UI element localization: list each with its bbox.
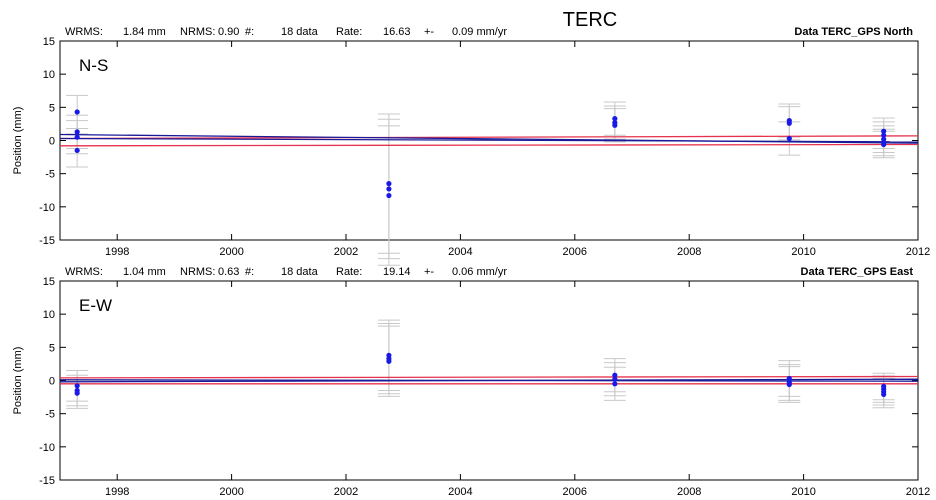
- stats-wrms-value: 1.84 mm: [123, 26, 166, 38]
- stats-wrms-value: 1.04 mm: [123, 266, 166, 278]
- stats-plus-minus: +-: [424, 266, 434, 278]
- x-tick-label: 2006: [563, 246, 587, 258]
- stats-rate-error: 0.09 mm/yr: [452, 26, 507, 38]
- y-tick-label: 0: [49, 136, 55, 148]
- y-tick-label: -10: [39, 202, 55, 214]
- y-tick-label: -5: [45, 169, 55, 181]
- data-point: [786, 120, 792, 126]
- stats-count-value: 18 data: [281, 26, 319, 38]
- x-tick-label: 1998: [105, 246, 129, 258]
- data-point: [74, 109, 80, 115]
- stats-rate-label: Rate:: [336, 26, 362, 38]
- stats-rate-value: 19.14: [383, 266, 411, 278]
- stats-rate-value: 16.63: [383, 26, 411, 38]
- stats-count-value: 18 data: [281, 266, 319, 278]
- stats-count-label: #:: [245, 266, 254, 278]
- x-tick-label: 2000: [219, 486, 243, 498]
- uncertainty-band-upper: [59, 135, 919, 140]
- y-tick-label: 10: [43, 309, 55, 321]
- data-point: [786, 381, 792, 388]
- data-point: [74, 383, 80, 389]
- x-tick-label: 2002: [334, 486, 358, 498]
- data-point: [386, 192, 392, 199]
- y-tick-label: 15: [43, 36, 55, 48]
- panel-north: -15 -10 -5 0 5 10 15 1998 2000 2002 2004 2006 2008 20…: [12, 26, 930, 266]
- y-tick-label: 5: [49, 102, 55, 114]
- data-point: [612, 372, 618, 378]
- data-point: [612, 116, 618, 122]
- data-corner-label: Data TERC_GPS North: [794, 26, 913, 38]
- x-tick-label: 2002: [334, 246, 358, 258]
- stats-count-label: #:: [245, 26, 254, 38]
- x-tick-label: 2012: [906, 486, 930, 498]
- data-point: [881, 132, 887, 138]
- y-tick-label: 10: [43, 69, 55, 81]
- data-point: [386, 186, 392, 192]
- y-axis-label: Position (mm): [12, 107, 24, 175]
- component-label: N-S: [79, 56, 108, 75]
- component-label: E-W: [79, 296, 112, 315]
- stats-wrms-label: WRMS:: [65, 266, 103, 278]
- stats-wrms-label: WRMS:: [65, 26, 103, 38]
- data-corner-label: Data TERC_GPS East: [801, 266, 914, 278]
- fit-line: [59, 137, 919, 143]
- uncertainty-band-lower: [59, 143, 919, 147]
- x-tick-label: 2000: [219, 246, 243, 258]
- y-tick-label: -15: [39, 235, 55, 247]
- stats-nrms-label: NRMS:: [180, 266, 215, 278]
- x-tick-label: 2006: [563, 486, 587, 498]
- panel-east: -15 -10 -5 0 5 10 15 1998 2000 2002 2004 2006 2008 20…: [12, 266, 930, 498]
- x-tick-label: 2012: [906, 246, 930, 258]
- x-tick-label: 2010: [791, 486, 815, 498]
- stats-plus-minus: +-: [424, 26, 434, 38]
- x-tick-label: 2008: [677, 246, 701, 258]
- y-tick-label: 15: [43, 276, 55, 288]
- stats-nrms-value: 0.63: [218, 266, 239, 278]
- stats-rate-label: Rate:: [336, 266, 362, 278]
- x-tick-label: 2008: [677, 486, 701, 498]
- data-point: [386, 181, 392, 187]
- data-point: [74, 134, 80, 140]
- data-point: [612, 381, 618, 387]
- data-point: [881, 391, 887, 398]
- x-tick-label: 2010: [791, 246, 815, 258]
- data-point: [74, 147, 80, 154]
- uncertainty-band-upper: [59, 375, 919, 379]
- x-tick-label: 2004: [448, 246, 472, 258]
- data-point: [881, 141, 887, 148]
- y-axis-label: Position (mm): [12, 347, 24, 415]
- data-point: [786, 375, 792, 382]
- fit-line: [59, 378, 919, 383]
- stats-nrms-value: 0.90: [218, 26, 239, 38]
- data-point: [612, 122, 618, 128]
- data-point: [386, 358, 392, 364]
- stats-rate-error: 0.06 mm/yr: [452, 266, 507, 278]
- data-point: [74, 129, 80, 135]
- y-tick-label: -10: [39, 442, 55, 454]
- x-tick-label: 1998: [105, 486, 129, 498]
- data-point: [881, 128, 887, 134]
- data-point: [74, 390, 80, 396]
- y-tick-label: -5: [45, 409, 55, 421]
- y-tick-label: 0: [49, 376, 55, 388]
- data-point: [612, 376, 618, 382]
- stats-nrms-label: NRMS:: [180, 26, 215, 38]
- data-point: [786, 135, 792, 142]
- y-tick-label: -15: [39, 475, 55, 487]
- y-tick-label: 5: [49, 342, 55, 354]
- figure-title: TERC: [563, 9, 617, 31]
- x-tick-label: 2004: [448, 486, 472, 498]
